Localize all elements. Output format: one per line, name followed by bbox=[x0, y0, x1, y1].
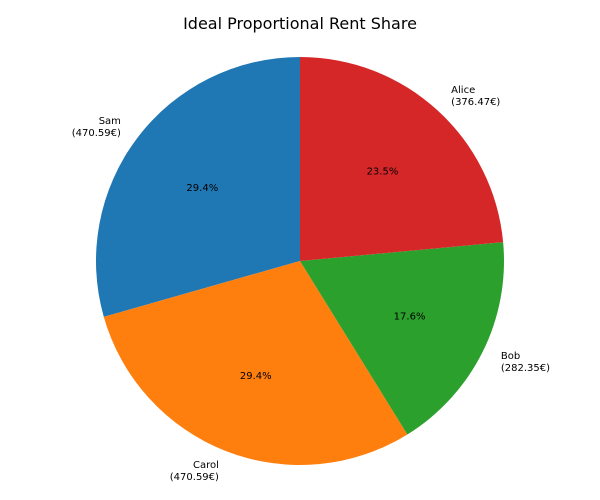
pie-labels: 29.4%Sam (470.59€)29.4%Carol (470.59€)17.6… bbox=[72, 85, 550, 483]
slice-value-carol: (470.59€) bbox=[170, 472, 219, 483]
slice-label-sam: Sam (470.59€) bbox=[72, 116, 121, 139]
slice-sam bbox=[95, 57, 301, 317]
chart-title: Ideal Proportional Rent Share bbox=[183, 14, 417, 33]
slice-carol bbox=[103, 261, 408, 465]
slice-name-sam: Sam bbox=[99, 116, 121, 127]
slice-label-carol: Carol (470.59€) bbox=[170, 460, 219, 483]
slice-value-alice: (376.47€) bbox=[451, 97, 500, 108]
slice-name-carol: Carol bbox=[193, 460, 219, 471]
slice-bob bbox=[300, 242, 504, 435]
slice-label-alice: Alice (376.47€) bbox=[451, 85, 500, 108]
slice-name-alice: Alice bbox=[451, 85, 475, 96]
slice-value-bob: (282.35€) bbox=[501, 363, 550, 374]
slice-label-bob: Bob (282.35€) bbox=[501, 351, 550, 374]
slice-alice bbox=[300, 57, 504, 261]
slice-value-sam: (470.59€) bbox=[72, 128, 121, 139]
pct-label-sam: 29.4% bbox=[186, 183, 218, 194]
slice-name-bob: Bob bbox=[501, 351, 520, 362]
pct-label-carol: 29.4% bbox=[240, 371, 272, 382]
pie-slices bbox=[95, 57, 504, 465]
pct-label-alice: 23.5% bbox=[367, 167, 399, 178]
pct-label-bob: 17.6% bbox=[394, 312, 426, 323]
